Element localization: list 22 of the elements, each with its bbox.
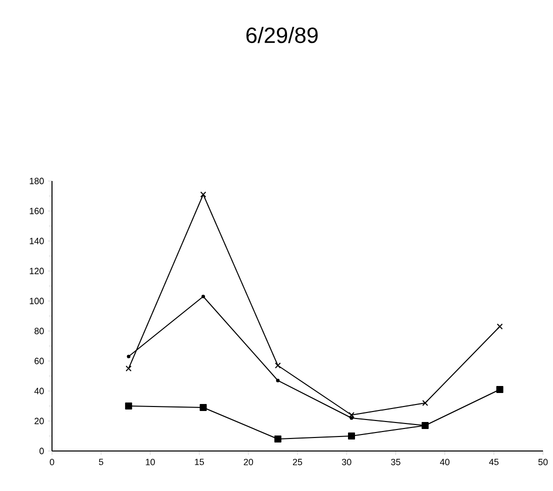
x-tick-label: 30 <box>342 458 352 466</box>
y-tick-label: 140 <box>30 238 44 244</box>
x-tick-label: 50 <box>538 458 548 466</box>
y-tick-label: 160 <box>30 208 44 214</box>
x-tick-label: 10 <box>146 458 155 466</box>
y-tick-label: 40 <box>34 388 44 394</box>
x-tick-label: 40 <box>440 458 450 466</box>
x-tick-label: 5 <box>98 458 104 466</box>
y-tick-label: 60 <box>34 358 44 364</box>
x-tick-label: 15 <box>194 458 204 466</box>
y-tick-label: 120 <box>30 268 44 274</box>
y-tick-label: 80 <box>34 328 44 334</box>
x-tick-label: 20 <box>244 458 254 466</box>
y-tick-label: 0 <box>40 448 44 454</box>
x-tick-label: 25 <box>292 458 302 466</box>
x-tick-label: 35 <box>391 458 400 466</box>
y-tick-label: 100 <box>30 298 44 304</box>
chart-title: 6/29/89 <box>246 26 318 44</box>
x-tick-label: 0 <box>50 458 54 466</box>
x-tick-label: 45 <box>489 458 499 466</box>
y-tick-label: 20 <box>34 418 44 424</box>
y-tick-label: 180 <box>30 178 44 184</box>
